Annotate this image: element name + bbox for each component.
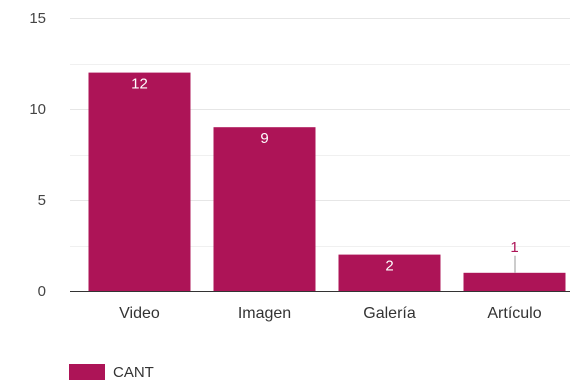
legend[interactable]: CANT [69,364,154,381]
y-tick-label: 10 [29,101,46,118]
y-tick-label: 5 [38,192,46,209]
data-label: 9 [260,130,268,147]
bar-artículo [463,272,566,291]
y-axis-ticks: 0 5 10 15 [29,10,46,300]
data-label: 2 [385,258,393,275]
y-tick-label: 0 [38,283,46,300]
y-tick-label: 15 [29,10,46,27]
bar-video [88,72,191,291]
x-axis-categories: Video Imagen Galería Artículo [119,305,542,322]
bar-imagen [213,127,316,291]
legend-swatch-cant [69,364,105,380]
data-label: 12 [131,76,148,93]
bars [88,72,566,291]
legend-label-cant: CANT [113,364,154,381]
x-category-label: Imagen [238,305,291,322]
x-category-label: Video [119,305,160,322]
bar-galería [338,254,441,291]
x-category-label: Artículo [487,305,541,322]
data-label: 1 [510,239,518,256]
x-category-label: Galería [363,305,416,322]
data-labels: 12 9 2 1 [131,76,519,275]
